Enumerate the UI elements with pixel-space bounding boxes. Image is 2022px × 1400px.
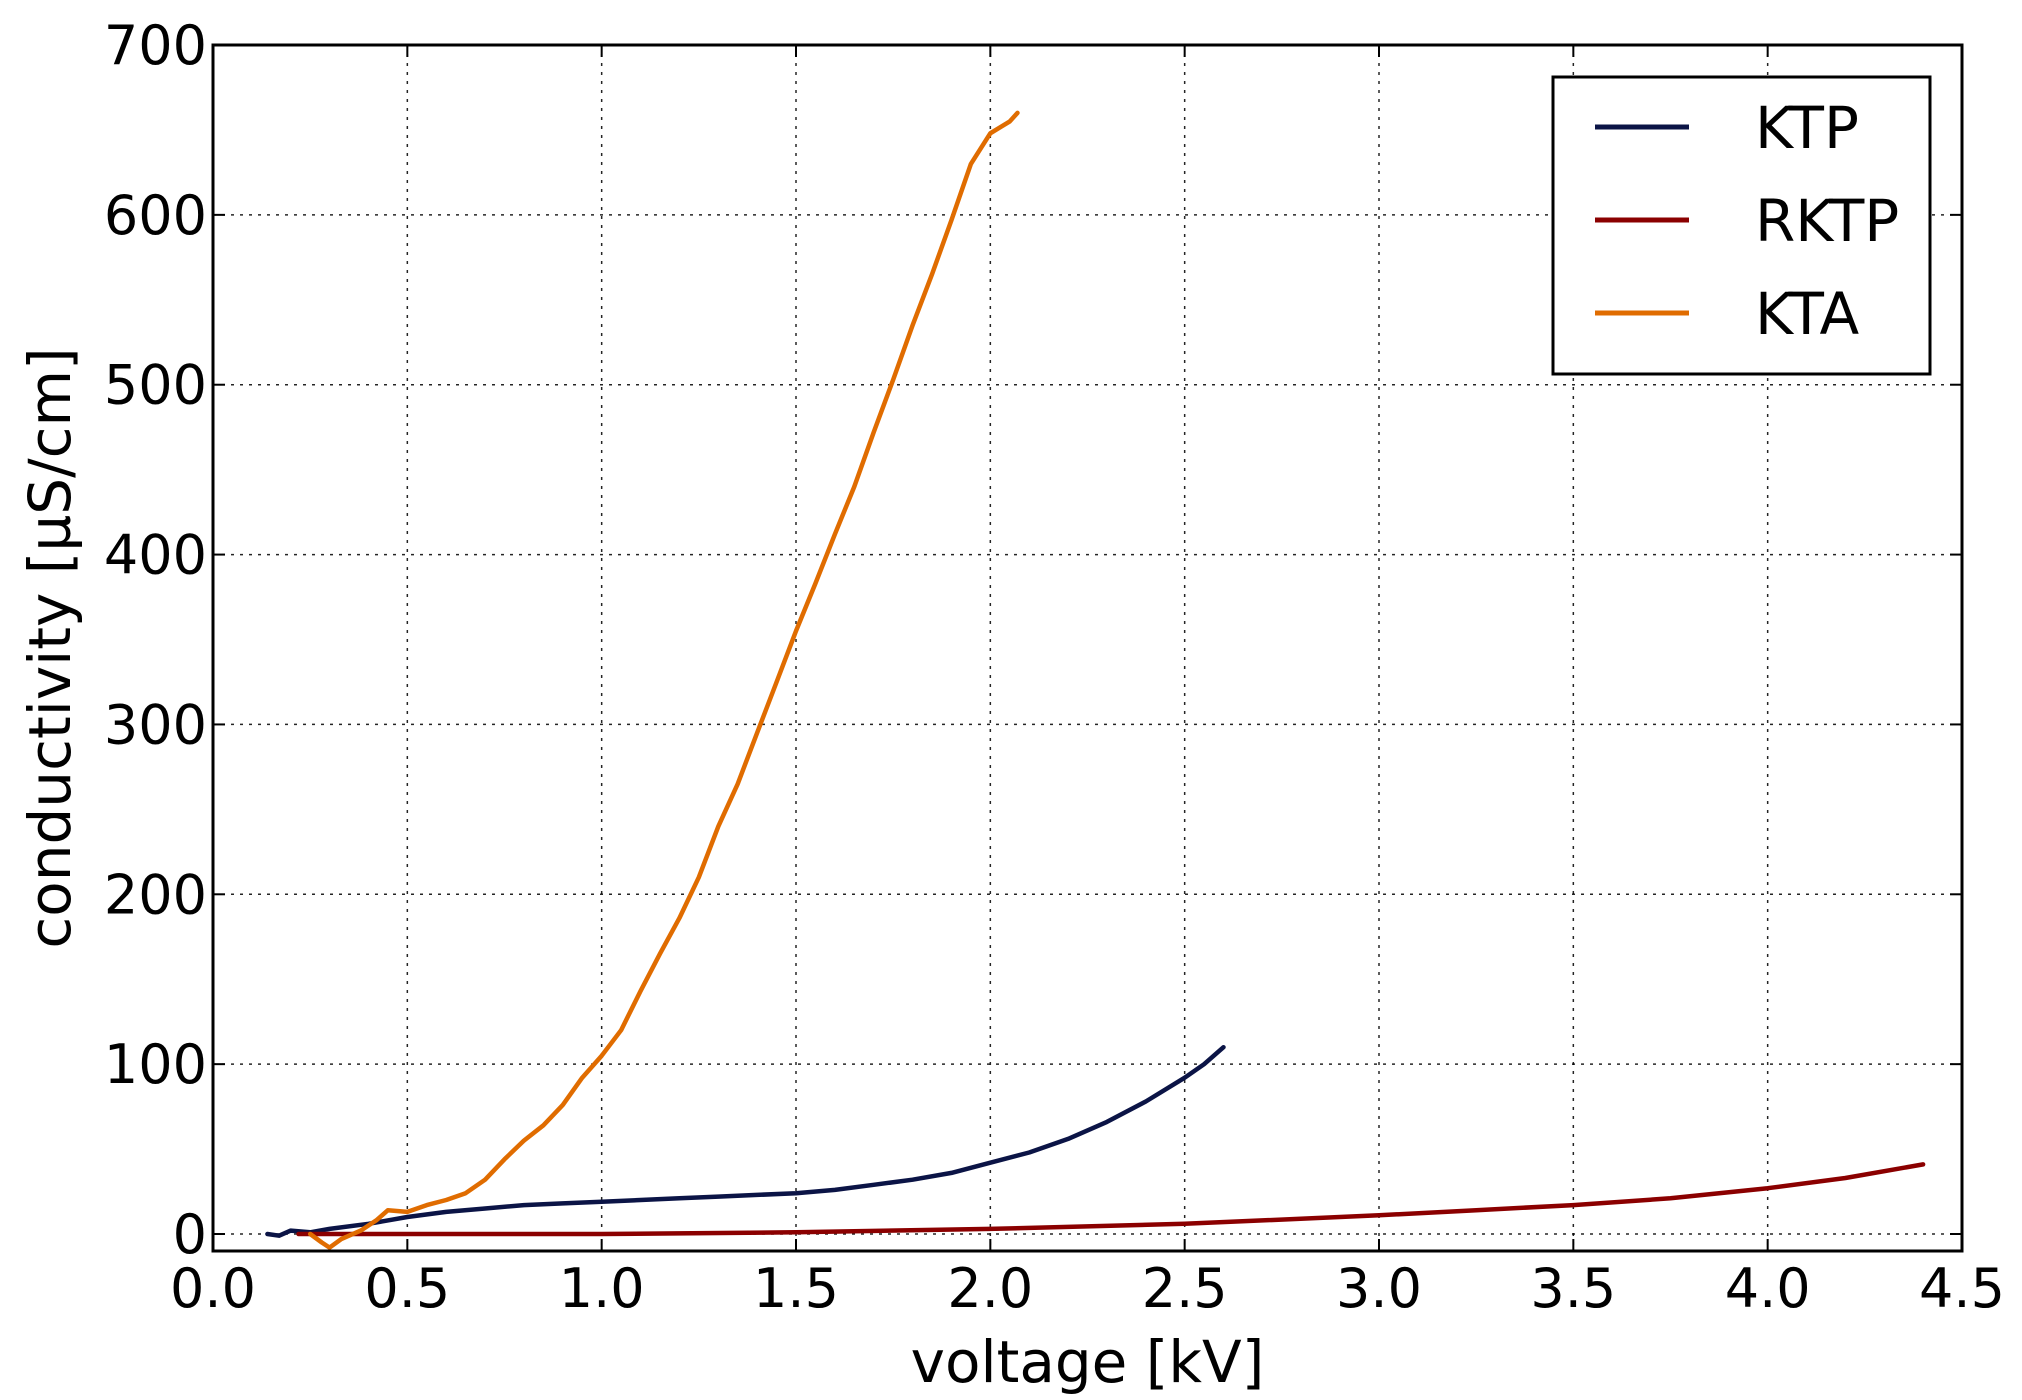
y-axis-label: conductivity [µS/cm] bbox=[16, 347, 84, 948]
grid bbox=[213, 45, 1962, 1251]
plot-frame bbox=[211, 43, 1964, 1253]
x-tick-label: 3.5 bbox=[1530, 1257, 1616, 1320]
legend-label-rktp: RKTP bbox=[1755, 187, 1899, 255]
legend-label-kta: KTA bbox=[1755, 280, 1859, 348]
x-tick-label: 1.0 bbox=[559, 1257, 645, 1320]
x-tick-label: 4.5 bbox=[1919, 1257, 2005, 1320]
y-tick-label: 500 bbox=[104, 354, 207, 417]
legend-label-ktp: KTP bbox=[1755, 94, 1859, 162]
x-axis-label: voltage [kV] bbox=[911, 1328, 1265, 1396]
series-line-kta bbox=[307, 110, 1020, 1250]
x-tick-label: 0.0 bbox=[170, 1257, 256, 1320]
x-tick-label: 0.5 bbox=[364, 1257, 450, 1320]
series-line-rktp bbox=[296, 1162, 1926, 1237]
x-tick-label: 1.5 bbox=[753, 1257, 839, 1320]
x-tick-label: 3.0 bbox=[1336, 1257, 1422, 1320]
axes-ticks: 0.0 0.5 1.0 1.5 2.0 2.5 3.0 3.5 4.0 4.5 0 100 200 300… bbox=[104, 14, 2005, 1320]
y-tick-label: 600 bbox=[104, 184, 207, 247]
y-tick-label: 300 bbox=[104, 693, 207, 756]
y-tick-label: 400 bbox=[104, 524, 207, 587]
series-line-ktp bbox=[265, 1044, 1226, 1238]
y-tick-label: 0 bbox=[173, 1203, 207, 1266]
plot-area bbox=[265, 110, 1926, 1250]
x-tick-label: 4.0 bbox=[1725, 1257, 1811, 1320]
y-tick-label: 700 bbox=[104, 14, 207, 77]
x-tick-label: 2.5 bbox=[1142, 1257, 1228, 1320]
legend: KTP RKTP KTA bbox=[1551, 75, 1932, 376]
y-tick-label: 200 bbox=[104, 863, 207, 926]
x-tick-label: 2.0 bbox=[947, 1257, 1033, 1320]
y-tick-label: 100 bbox=[104, 1033, 207, 1096]
